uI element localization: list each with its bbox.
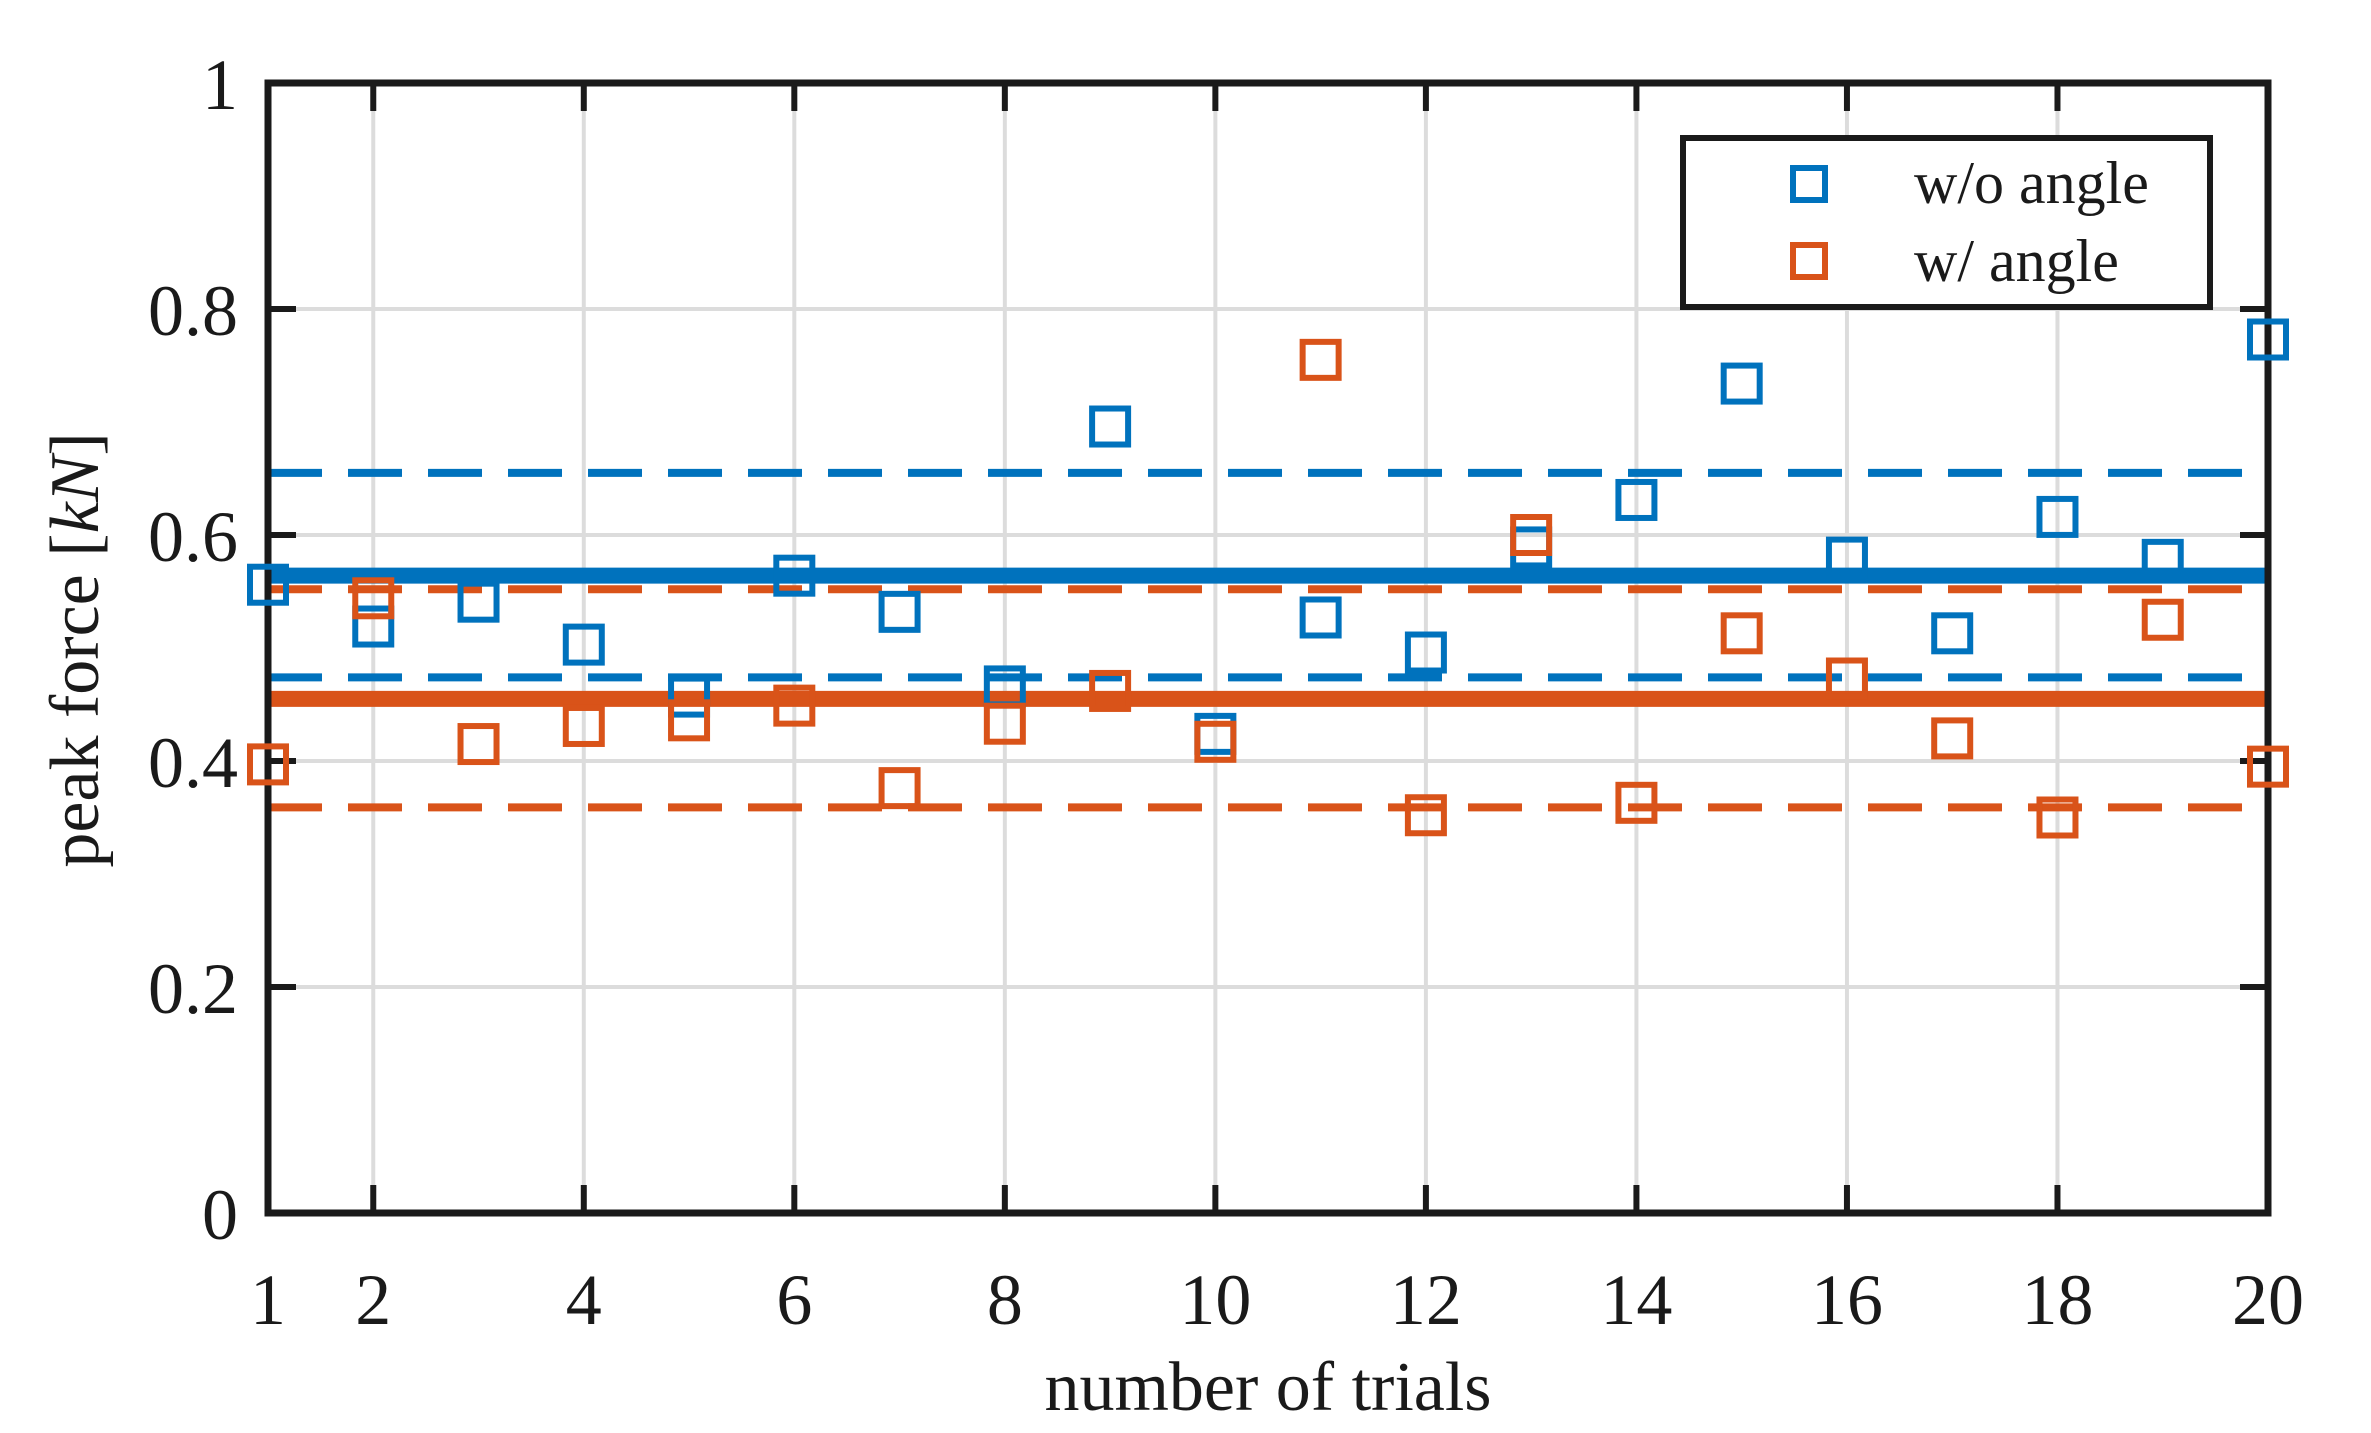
x-tick-label: 1 bbox=[250, 1260, 286, 1340]
x-tick-label: 18 bbox=[2021, 1260, 2093, 1340]
x-tick-label: 10 bbox=[1179, 1260, 1251, 1340]
data-marker-wo-angle bbox=[247, 563, 289, 606]
data-marker-w-angle bbox=[1931, 717, 1974, 760]
data-marker-w-angle bbox=[247, 743, 289, 786]
data-marker-wo-angle bbox=[1720, 362, 1763, 405]
y-axis-label-text: peak force [ bbox=[37, 533, 114, 868]
data-marker-w-angle bbox=[2036, 796, 2079, 839]
data-marker-wo-angle bbox=[2247, 318, 2289, 361]
data-marker-wo-angle bbox=[1615, 478, 1658, 521]
stat-lines-wo-angle bbox=[268, 468, 2268, 682]
data-marker-wo-angle bbox=[1931, 612, 1974, 655]
x-tick-label: 12 bbox=[1390, 1260, 1462, 1340]
data-marker-wo-angle bbox=[2141, 538, 2184, 581]
x-tick-label: 14 bbox=[1600, 1260, 1672, 1340]
data-marker-wo-angle bbox=[352, 605, 395, 648]
axis-ticks bbox=[265, 80, 2271, 1216]
legend-label-wo-angle: w/o angle bbox=[1914, 150, 2149, 217]
series-markers-w-angle bbox=[247, 338, 2289, 839]
data-marker-wo-angle bbox=[2036, 495, 2079, 538]
data-marker-w-angle bbox=[773, 684, 816, 727]
y-tick-label: 0.8 bbox=[148, 271, 238, 351]
data-marker-w-angle bbox=[983, 702, 1026, 745]
data-marker-w-angle bbox=[1825, 657, 1868, 700]
legend-entry-w-angle: w/ angle bbox=[1686, 227, 2207, 296]
y-tick-label: 0.6 bbox=[148, 497, 238, 577]
x-tick-label: 4 bbox=[566, 1260, 602, 1340]
data-marker-wo-angle bbox=[457, 580, 500, 623]
x-tick-label: 2 bbox=[355, 1260, 391, 1340]
legend-entry-wo-angle: w/o angle bbox=[1686, 149, 2207, 218]
series-markers-wo-angle bbox=[247, 318, 2289, 755]
legend-marker-square-blue-icon bbox=[1790, 164, 1828, 203]
data-marker-wo-angle bbox=[773, 554, 816, 597]
data-marker-wo-angle bbox=[878, 590, 921, 633]
data-marker-w-angle bbox=[1194, 720, 1237, 763]
y-axis-label-unit: kN bbox=[37, 455, 114, 534]
axes-box bbox=[264, 79, 2272, 1217]
data-marker-w-angle bbox=[352, 577, 395, 620]
x-tick-label: 8 bbox=[987, 1260, 1023, 1340]
data-marker-w-angle bbox=[1299, 338, 1342, 381]
y-tick-label: 0.2 bbox=[148, 949, 238, 1029]
data-marker-wo-angle bbox=[668, 675, 711, 718]
data-marker-wo-angle bbox=[1825, 536, 1868, 579]
y-tick-label: 1 bbox=[202, 45, 238, 125]
data-marker-w-angle bbox=[457, 723, 500, 766]
data-marker-wo-angle bbox=[1089, 405, 1132, 448]
legend-marker-square-orange-icon bbox=[1790, 242, 1828, 281]
data-marker-w-angle bbox=[1089, 669, 1132, 712]
y-tick-labels: 0 0.2 0.4 0.6 0.8 1 bbox=[148, 45, 238, 1255]
data-marker-wo-angle bbox=[1404, 631, 1447, 674]
data-marker-w-angle bbox=[1615, 781, 1658, 824]
data-marker-w-angle bbox=[562, 704, 605, 747]
y-axis-label-bracket: ] bbox=[37, 432, 114, 456]
data-marker-w-angle bbox=[878, 767, 921, 810]
data-marker-w-angle bbox=[2141, 598, 2184, 641]
data-marker-w-angle bbox=[1510, 514, 1553, 556]
data-marker-wo-angle bbox=[562, 623, 605, 666]
data-marker-w-angle bbox=[1404, 794, 1447, 837]
x-tick-label: 20 bbox=[2232, 1260, 2304, 1340]
data-marker-w-angle bbox=[668, 699, 711, 742]
x-axis-label: number of trials bbox=[1044, 1349, 1492, 1426]
y-axis-label: peak force [kN] bbox=[36, 432, 116, 867]
x-tick-label: 6 bbox=[776, 1260, 812, 1340]
data-marker-w-angle bbox=[2247, 745, 2289, 788]
stat-lines-w-angle bbox=[268, 585, 2268, 812]
data-marker-wo-angle bbox=[1299, 596, 1342, 639]
legend-label-w-angle: w/ angle bbox=[1914, 227, 2119, 294]
x-tick-labels: 1 2 4 6 8 10 12 14 16 18 20 bbox=[250, 1260, 2304, 1340]
legend: w/o angle w/ angle bbox=[1680, 135, 2213, 310]
y-tick-label: 0 bbox=[202, 1175, 238, 1255]
data-marker-w-angle bbox=[1720, 612, 1763, 655]
y-tick-label: 0.4 bbox=[148, 723, 238, 803]
x-tick-label: 16 bbox=[1811, 1260, 1883, 1340]
